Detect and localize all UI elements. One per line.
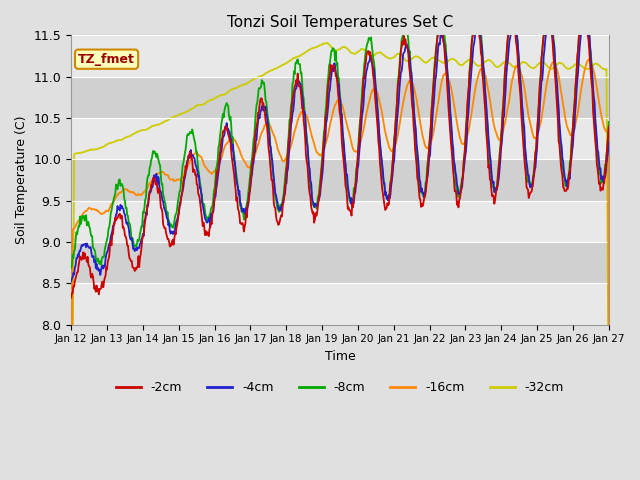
Bar [71, 36, 609, 77]
Text: TZ_fmet: TZ_fmet [78, 53, 135, 66]
Y-axis label: Soil Temperature (C): Soil Temperature (C) [15, 116, 28, 244]
Bar [71, 283, 609, 324]
Bar [71, 201, 609, 242]
X-axis label: Time: Time [324, 350, 355, 363]
Bar [71, 118, 609, 159]
Title: Tonzi Soil Temperatures Set C: Tonzi Soil Temperatures Set C [227, 15, 453, 30]
Legend: -2cm, -4cm, -8cm, -16cm, -32cm: -2cm, -4cm, -8cm, -16cm, -32cm [111, 376, 569, 399]
